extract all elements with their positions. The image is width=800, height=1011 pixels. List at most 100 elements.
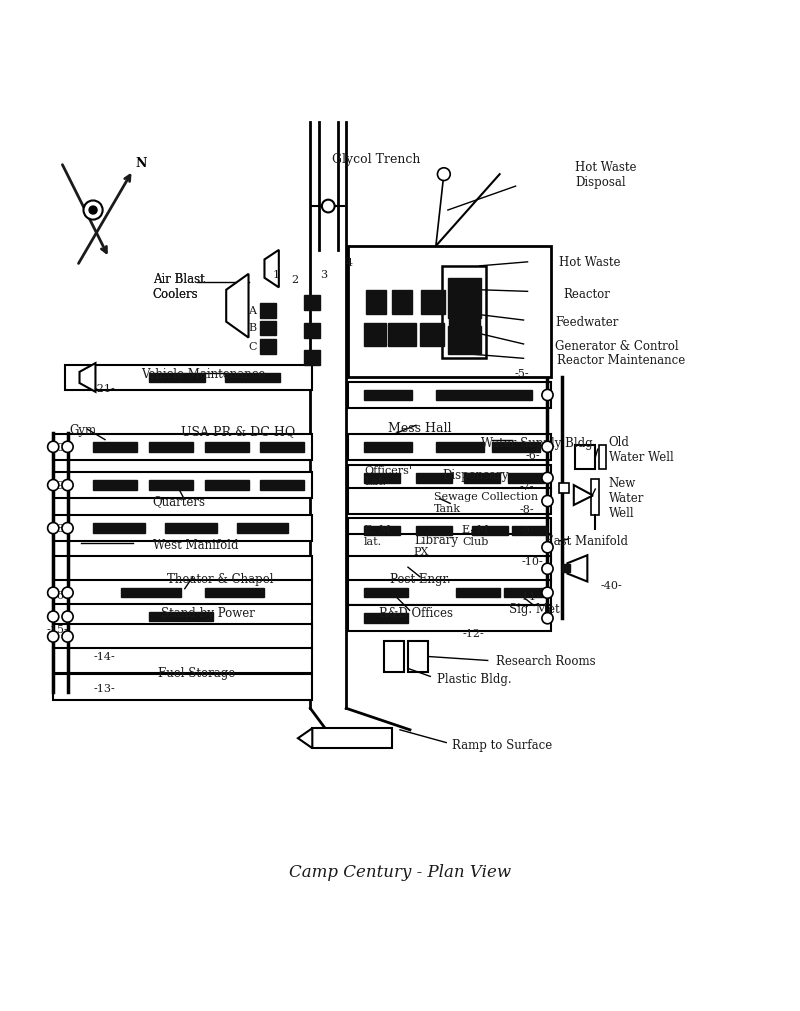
Text: 3: 3 xyxy=(320,270,327,279)
Bar xyxy=(492,443,539,452)
Text: C: C xyxy=(249,342,257,351)
Bar xyxy=(421,290,445,314)
Text: -11-: -11- xyxy=(518,591,541,602)
Bar xyxy=(205,481,249,490)
Bar xyxy=(261,321,277,336)
Text: Generator & Control: Generator & Control xyxy=(555,340,679,353)
Text: Stand-by Power: Stand-by Power xyxy=(161,607,254,620)
Circle shape xyxy=(62,587,73,599)
Bar xyxy=(348,556,551,582)
Bar xyxy=(54,624,312,650)
Circle shape xyxy=(62,523,73,534)
Text: Air Blast
Coolers: Air Blast Coolers xyxy=(153,273,205,300)
Bar xyxy=(93,524,145,534)
Circle shape xyxy=(89,207,97,214)
Bar xyxy=(54,473,312,498)
Text: N: N xyxy=(135,157,146,170)
Text: Theater & Chapel: Theater & Chapel xyxy=(167,572,274,585)
Bar xyxy=(448,327,482,354)
Text: Air Blast
Coolers: Air Blast Coolers xyxy=(153,273,205,300)
Text: -7-: -7- xyxy=(519,481,534,491)
Text: New
Water
Well: New Water Well xyxy=(609,476,644,519)
Text: USA PR & DC HQ: USA PR & DC HQ xyxy=(181,425,295,438)
Text: Glycol Trench: Glycol Trench xyxy=(332,153,421,166)
Text: Fuel Storage: Fuel Storage xyxy=(158,666,235,679)
Text: 1: 1 xyxy=(273,270,279,279)
Bar xyxy=(575,446,595,470)
Circle shape xyxy=(62,442,73,453)
Bar xyxy=(448,278,482,318)
Circle shape xyxy=(542,542,553,553)
Circle shape xyxy=(62,480,73,491)
Text: Quarters: Quarters xyxy=(153,495,206,508)
Bar xyxy=(65,365,312,391)
Text: Sewage Collection
Tank: Sewage Collection Tank xyxy=(434,491,538,514)
Bar xyxy=(93,481,137,490)
Bar xyxy=(366,290,386,314)
Bar xyxy=(348,519,551,544)
Circle shape xyxy=(48,612,58,623)
Text: East Manifold: East Manifold xyxy=(545,535,628,548)
Text: -19-: -19- xyxy=(47,480,69,490)
Circle shape xyxy=(83,201,102,220)
Circle shape xyxy=(542,496,553,508)
Bar xyxy=(348,488,551,515)
Bar xyxy=(348,606,551,631)
Bar xyxy=(450,318,480,350)
Bar xyxy=(205,588,265,598)
Circle shape xyxy=(62,612,73,623)
Circle shape xyxy=(48,442,58,453)
Circle shape xyxy=(542,473,553,484)
Text: -40-: -40- xyxy=(601,580,622,590)
Text: -14-: -14- xyxy=(93,652,115,662)
Bar xyxy=(304,351,320,365)
Bar xyxy=(364,614,408,624)
Text: -15-: -15- xyxy=(47,624,69,634)
Text: -16-: -16- xyxy=(47,590,69,601)
Bar xyxy=(348,247,551,378)
Text: Reactor Maintenance: Reactor Maintenance xyxy=(557,354,686,367)
Bar xyxy=(205,443,249,452)
Circle shape xyxy=(542,564,553,575)
Bar xyxy=(392,290,412,314)
Bar xyxy=(472,526,508,536)
Bar xyxy=(562,564,570,572)
Text: -12-: -12- xyxy=(462,628,484,638)
Circle shape xyxy=(322,200,334,213)
Circle shape xyxy=(542,613,553,624)
Circle shape xyxy=(48,480,58,491)
Circle shape xyxy=(48,587,58,599)
Bar xyxy=(93,443,137,452)
Bar xyxy=(408,641,428,672)
Bar xyxy=(225,373,281,383)
Bar xyxy=(364,391,412,400)
Text: Water Supply Bldg.: Water Supply Bldg. xyxy=(482,437,597,450)
Bar xyxy=(388,324,416,346)
Bar xyxy=(121,588,181,598)
Bar xyxy=(364,526,400,536)
Text: -9-: -9- xyxy=(519,525,534,535)
Bar xyxy=(436,443,484,452)
Bar xyxy=(364,473,400,483)
Bar xyxy=(559,484,569,493)
Bar xyxy=(420,324,444,346)
Bar xyxy=(54,516,312,541)
Text: Plastic Bldg.: Plastic Bldg. xyxy=(438,672,512,685)
Bar xyxy=(54,605,312,630)
Text: West Manifold: West Manifold xyxy=(153,539,238,552)
Bar xyxy=(512,526,547,536)
Bar xyxy=(261,443,304,452)
Bar xyxy=(54,580,312,606)
Circle shape xyxy=(542,442,553,453)
Polygon shape xyxy=(265,251,279,288)
Bar xyxy=(484,391,531,400)
Text: 4: 4 xyxy=(346,258,353,268)
Polygon shape xyxy=(79,364,95,392)
Bar xyxy=(348,580,551,606)
Text: -13-: -13- xyxy=(93,683,115,694)
Text: E. M.
lat.: E. M. lat. xyxy=(364,525,394,547)
Bar xyxy=(149,443,193,452)
Polygon shape xyxy=(567,556,587,582)
Bar xyxy=(261,304,277,318)
Text: -10-: -10- xyxy=(521,556,543,566)
